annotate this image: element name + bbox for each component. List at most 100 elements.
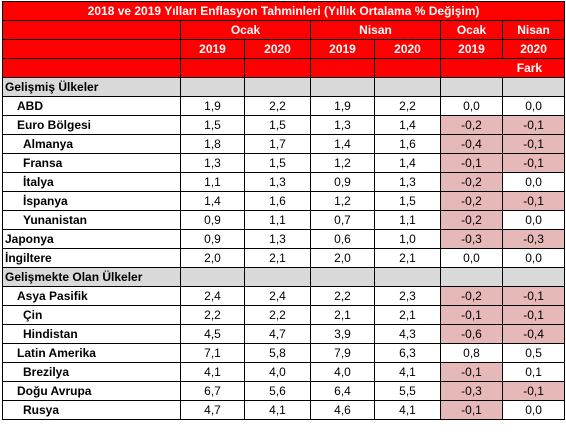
value-nisan-2020: 2,1 bbox=[374, 248, 441, 268]
diff-nisan-value: -0,1 bbox=[501, 134, 566, 154]
diff-ocak-value: -0,3 bbox=[440, 229, 503, 249]
country-label: Latin Amerika bbox=[2, 343, 181, 363]
diff-nisan-value: -0,1 bbox=[501, 191, 566, 211]
value-ocak-2019: 1,9 bbox=[180, 96, 245, 116]
value-ocak-2020: 2,2 bbox=[244, 96, 311, 116]
diff-nisan-value: -0,1 bbox=[501, 381, 566, 401]
value-nisan-2020: 2,2 bbox=[374, 96, 441, 116]
inflation-forecast-table: 2018 ve 2019 Yılları Enflasyon Tahminler… bbox=[1, 1, 566, 420]
value-nisan-2020: 2,3 bbox=[374, 286, 441, 306]
section-fill-cell bbox=[310, 77, 375, 97]
diff-nisan-value: -0,1 bbox=[501, 153, 566, 173]
value-ocak-2020: 1,1 bbox=[244, 210, 311, 230]
table-row: Rusya 4,7 4,1 4,6 4,1 -0,1 0,0 bbox=[2, 400, 566, 420]
table-body: Gelişmiş Ülkeler ABD 1,9 2,2 1,9 2,2 0,0 0,0 Eur… bbox=[2, 77, 566, 420]
section-row: Gelişmekte Olan Ülkeler bbox=[2, 267, 566, 287]
value-ocak-2019: 0,9 bbox=[180, 210, 245, 230]
value-nisan-2020: 1,3 bbox=[374, 172, 441, 192]
value-nisan-2019: 1,4 bbox=[310, 134, 375, 154]
value-nisan-2020: 1,4 bbox=[374, 115, 441, 135]
country-label: Doğu Avrupa bbox=[2, 381, 181, 401]
diff-ocak-value: -0,1 bbox=[440, 153, 503, 173]
value-ocak-2019: 1,1 bbox=[180, 172, 245, 192]
value-ocak-2019: 1,4 bbox=[180, 191, 245, 211]
table-title: 2018 ve 2019 Yılları Enflasyon Tahminler… bbox=[1, 1, 566, 21]
value-ocak-2020: 5,8 bbox=[244, 343, 311, 363]
value-nisan-2019: 7,9 bbox=[310, 343, 375, 363]
value-nisan-2020: 1,1 bbox=[374, 210, 441, 230]
diff-nisan-value: 0,0 bbox=[501, 96, 566, 116]
diff-ocak-value: -0,4 bbox=[440, 134, 503, 154]
value-ocak-2019: 2,4 bbox=[180, 286, 245, 306]
table-row: Çin 2,2 2,2 2,1 2,1 -0,1 -0,1 bbox=[2, 305, 566, 325]
value-nisan-2019: 1,2 bbox=[310, 153, 375, 173]
section-label: Gelişmiş Ülkeler bbox=[2, 77, 181, 97]
value-nisan-2020: 4,1 bbox=[374, 362, 441, 382]
value-ocak-2019: 4,1 bbox=[180, 362, 245, 382]
value-ocak-2020: 4,7 bbox=[244, 324, 311, 344]
diff-ocak-value: -0,1 bbox=[440, 400, 503, 420]
country-label: İtalya bbox=[2, 172, 181, 192]
table-row: İspanya 1,4 1,6 1,2 1,5 -0,2 -0,1 bbox=[2, 191, 566, 211]
section-fill-cell bbox=[180, 77, 245, 97]
header-blank-cell bbox=[2, 39, 181, 59]
table-row: Hindistan 4,5 4,7 3,9 4,3 -0,6 -0,4 bbox=[2, 324, 566, 344]
diff-ocak-value: -0,3 bbox=[440, 381, 503, 401]
value-ocak-2020: 1,3 bbox=[244, 229, 311, 249]
value-ocak-2019: 0,9 bbox=[180, 229, 245, 249]
value-ocak-2020: 1,3 bbox=[244, 172, 311, 192]
value-ocak-2020: 4,0 bbox=[244, 362, 311, 382]
value-nisan-2019: 0,6 bbox=[310, 229, 375, 249]
header-year: 2019 bbox=[310, 39, 375, 59]
value-nisan-2020: 4,3 bbox=[374, 324, 441, 344]
value-ocak-2019: 4,7 bbox=[180, 400, 245, 420]
value-nisan-2019: 2,0 bbox=[310, 248, 375, 268]
value-nisan-2019: 3,9 bbox=[310, 324, 375, 344]
value-nisan-2020: 6,3 bbox=[374, 343, 441, 363]
section-fill-cell bbox=[501, 77, 566, 97]
header-year: 2019 bbox=[440, 39, 503, 59]
value-nisan-2020: 2,1 bbox=[374, 305, 441, 325]
table-row: Yunanistan 0,9 1,1 0,7 1,1 -0,2 0,0 bbox=[2, 210, 566, 230]
value-ocak-2020: 1,5 bbox=[244, 153, 311, 173]
diff-nisan-value: -0,1 bbox=[501, 305, 566, 325]
country-label: ABD bbox=[2, 96, 181, 116]
diff-nisan-value: -0,1 bbox=[501, 286, 566, 306]
diff-ocak-value: -0,2 bbox=[440, 191, 503, 211]
diff-nisan-value: 0,1 bbox=[501, 362, 566, 382]
header-ocak: Ocak bbox=[180, 20, 311, 40]
value-nisan-2020: 1,0 bbox=[374, 229, 441, 249]
table-row: Euro Bölgesi 1,5 1,5 1,3 1,4 -0,2 -0,1 bbox=[2, 115, 566, 135]
value-ocak-2019: 6,7 bbox=[180, 381, 245, 401]
country-label: Almanya bbox=[2, 134, 181, 154]
value-nisan-2019: 2,2 bbox=[310, 286, 375, 306]
value-nisan-2020: 5,5 bbox=[374, 381, 441, 401]
table-row: İngiltere 2,0 2,1 2,0 2,1 0,0 0,0 bbox=[2, 248, 566, 268]
country-label: Asya Pasifik bbox=[2, 286, 181, 306]
country-label: Hindistan bbox=[2, 324, 181, 344]
value-nisan-2019: 0,7 bbox=[310, 210, 375, 230]
value-ocak-2019: 2,2 bbox=[180, 305, 245, 325]
table-row: İtalya 1,1 1,3 0,9 1,3 -0,2 0,0 bbox=[2, 172, 566, 192]
value-nisan-2020: 1,6 bbox=[374, 134, 441, 154]
country-label: Çin bbox=[2, 305, 181, 325]
value-ocak-2019: 1,5 bbox=[180, 115, 245, 135]
diff-ocak-value: 0,0 bbox=[440, 96, 503, 116]
value-ocak-2020: 2,4 bbox=[244, 286, 311, 306]
value-ocak-2020: 5,6 bbox=[244, 381, 311, 401]
header-year: 2020 bbox=[374, 39, 441, 59]
table-row: Japonya 0,9 1,3 0,6 1,0 -0,3 -0,3 bbox=[2, 229, 566, 249]
value-nisan-2020: 4,1 bbox=[374, 400, 441, 420]
header-blank-cell bbox=[2, 58, 181, 78]
diff-nisan-value: -0,3 bbox=[501, 229, 566, 249]
value-nisan-2020: 1,4 bbox=[374, 153, 441, 173]
value-ocak-2019: 7,1 bbox=[180, 343, 245, 363]
table-row: Doğu Avrupa 6,7 5,6 6,4 5,5 -0,3 -0,1 bbox=[2, 381, 566, 401]
country-label: Rusya bbox=[2, 400, 181, 420]
header-diff-ocak: Ocak bbox=[440, 20, 503, 40]
header-blank-cell bbox=[180, 58, 245, 78]
value-nisan-2019: 4,0 bbox=[310, 362, 375, 382]
country-label: Japonya bbox=[2, 229, 181, 249]
country-label: Yunanistan bbox=[2, 210, 181, 230]
section-fill-cell bbox=[310, 267, 375, 287]
